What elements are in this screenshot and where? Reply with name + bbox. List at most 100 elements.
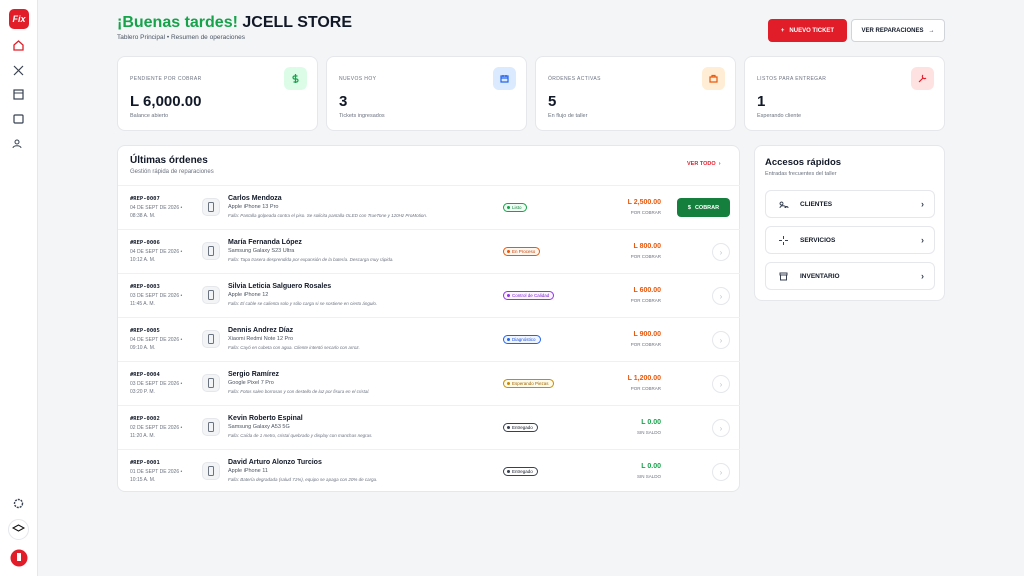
phone-glyph: [208, 334, 214, 344]
status-dot: [507, 294, 510, 297]
stat-note: En flujo de taller: [548, 113, 588, 119]
dollar-icon: $: [687, 204, 691, 211]
open-button[interactable]: ›: [712, 419, 730, 437]
customer-name: David Arturo Alonzo Turcios: [228, 459, 322, 466]
open-button[interactable]: ›: [712, 375, 730, 393]
icon: [709, 74, 718, 83]
issue-text: Falla: Cayó en cubeta con agua. Cliente …: [228, 345, 360, 350]
balance-label: POR COBRAR: [630, 254, 661, 259]
stat-note: Esperando cliente: [757, 113, 802, 119]
order-id: #REP-0003: [130, 284, 160, 290]
stat-label: PENDIENTE POR COBRAR: [130, 76, 202, 82]
order-id: #REP-0006: [130, 240, 160, 246]
order-row[interactable]: #REP-0003 03 DE SEPT DE 2026 • 11:45 A. M.…: [118, 273, 740, 317]
stat-value: 3: [339, 93, 348, 110]
greeting: ¡Buenas tardes! JCELL STORE: [117, 14, 352, 32]
order-time: 11:45 A. M.: [130, 301, 155, 307]
quick-link[interactable]: CLIENTES ›: [765, 190, 935, 218]
device-icon: [202, 242, 220, 260]
issue-text: Falla: Pantalla golpeada contra el piso.…: [228, 213, 428, 218]
phone-glyph: [208, 202, 214, 212]
customer-name: Sergio Ramírez: [228, 371, 279, 378]
order-id: #REP-0005: [130, 328, 160, 334]
order-time: 11:20 A. M.: [130, 433, 155, 439]
status-label: Control de Calidad: [512, 293, 550, 298]
order-amount: L 1,200.00: [627, 375, 661, 382]
order-row[interactable]: #REP-0002 02 DE SEPT DE 2026 • 11:20 A. M.…: [118, 405, 740, 449]
customer-name: Dennis Andrez Díaz: [228, 327, 294, 334]
stat-value: L 6,000.00: [130, 93, 202, 110]
stat-value: 1: [757, 93, 766, 110]
settings-icon[interactable]: [12, 497, 25, 510]
stat-icon: [493, 67, 516, 90]
quick-link[interactable]: SERVICIOS ›: [765, 226, 935, 254]
issue-text: Falla: Batería degradada (salud 71%), eq…: [228, 477, 378, 482]
stat-label: ÓRDENES ACTIVAS: [548, 76, 601, 82]
status-pill: Control de Calidad: [503, 291, 555, 300]
open-button[interactable]: ›: [712, 287, 730, 305]
logo[interactable]: Fix: [9, 9, 29, 29]
home-icon[interactable]: [12, 39, 25, 52]
phone-glyph: [208, 290, 214, 300]
orders-title: Últimas órdenes: [130, 155, 208, 166]
status-dot: [507, 470, 510, 473]
greeting-text: ¡Buenas tardes!: [117, 14, 238, 31]
charge-button[interactable]: $ COBRAR: [677, 198, 730, 217]
device-icon: [202, 418, 220, 436]
open-button[interactable]: ›: [712, 331, 730, 349]
glyph: [779, 272, 788, 281]
balance-label: POR COBRAR: [630, 298, 661, 303]
chevron: ›: [921, 271, 924, 281]
order-amount: L 0.00: [641, 419, 661, 426]
order-date: 03 DE SEPT DE 2026 •: [130, 293, 183, 299]
balance-label: SIN SALDO: [636, 474, 661, 479]
quick-link[interactable]: INVENTARIO ›: [765, 262, 935, 290]
chevron: ›: [921, 235, 924, 245]
quick-title: Accesos rápidos: [765, 157, 842, 168]
stat-card: ÓRDENES ACTIVAS 5 En flujo de taller: [535, 56, 736, 131]
open-button[interactable]: ›: [712, 463, 730, 481]
view-all-label: VER TODO: [687, 161, 716, 167]
status-pill: En Proceso: [503, 247, 541, 256]
view-all-link[interactable]: VER TODO ›: [687, 161, 721, 167]
order-row[interactable]: #REP-0004 03 DE SEPT DE 2026 • 03:20 P. M.…: [118, 361, 740, 405]
order-row[interactable]: #REP-0006 04 DE SEPT DE 2026 • 10:12 A. M.…: [118, 229, 740, 273]
order-time: 08:38 A. M.: [130, 213, 156, 219]
order-row[interactable]: #REP-0001 01 DE SEPT DE 2026 • 10:15 A. M.…: [118, 449, 740, 493]
order-date: 03 DE SEPT DE 2026 •: [130, 381, 183, 387]
stat-card: PENDIENTE POR COBRAR L 6,000.00 Balance ab…: [117, 56, 318, 131]
order-amount: L 0.00: [641, 463, 661, 470]
open-button[interactable]: ›: [712, 243, 730, 261]
device-name: Samsung Galaxy S23 Ultra: [228, 248, 295, 254]
quick-icon: [778, 235, 789, 248]
academy-icon[interactable]: [8, 519, 29, 540]
status-label: Entregado: [512, 469, 533, 474]
customer-name: María Fernanda López: [228, 239, 302, 246]
tools-icon[interactable]: [12, 64, 25, 77]
order-date: 04 DE SEPT DE 2026 •: [130, 249, 183, 255]
avatar[interactable]: [10, 549, 28, 567]
stat-card: NUEVOS HOY 3 Tickets ingresados: [326, 56, 527, 131]
view-repairs-button[interactable]: VER REPARACIONES →: [851, 19, 945, 42]
order-row[interactable]: #REP-0007 04 DE SEPT DE 2026 • 08:38 A. M.…: [118, 185, 740, 229]
store-name: JCELL STORE: [242, 14, 353, 31]
order-date: 01 DE SEPT DE 2026 •: [130, 469, 183, 475]
order-time: 10:12 A. M.: [130, 257, 156, 263]
glyph: [779, 201, 789, 209]
stat-icon: [702, 67, 725, 90]
order-amount: L 600.00: [633, 287, 661, 294]
users-icon[interactable]: [12, 137, 25, 150]
icon: [918, 74, 927, 83]
stat-value: 5: [548, 93, 557, 110]
stat-note: Tickets ingresados: [339, 113, 385, 119]
new-ticket-button[interactable]: + NUEVO TICKET: [768, 19, 847, 42]
wallet-icon[interactable]: [12, 112, 25, 125]
icon: [500, 75, 509, 83]
inventory-icon[interactable]: [12, 88, 25, 101]
order-row[interactable]: #REP-0005 04 DE SEPT DE 2026 • 09:10 A. M.…: [118, 317, 740, 361]
order-amount: L 2,500.00: [627, 199, 661, 206]
order-id: #REP-0007: [130, 196, 160, 202]
balance-label: SIN SALDO: [636, 430, 661, 435]
